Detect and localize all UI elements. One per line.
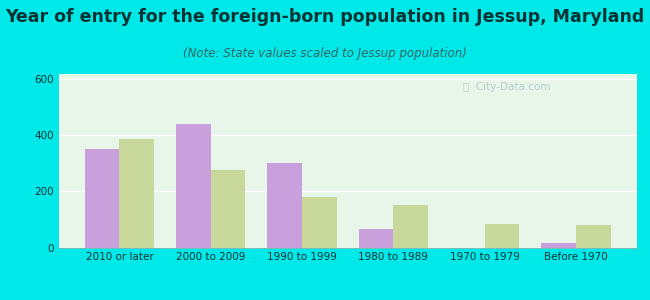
Bar <box>267 163 302 248</box>
Text: ⓘ  City-Data.com: ⓘ City-Data.com <box>463 82 551 92</box>
Bar <box>393 206 428 248</box>
Bar <box>485 224 519 248</box>
Bar <box>211 170 246 248</box>
Bar <box>120 140 154 248</box>
Bar <box>176 124 211 248</box>
Bar <box>359 229 393 248</box>
Bar <box>302 197 337 248</box>
Text: Year of entry for the foreign-born population in Jessup, Maryland: Year of entry for the foreign-born popul… <box>5 8 645 26</box>
Text: (Note: State values scaled to Jessup population): (Note: State values scaled to Jessup pop… <box>183 46 467 59</box>
Bar <box>84 149 120 248</box>
Bar <box>576 225 611 248</box>
Bar <box>541 243 576 247</box>
